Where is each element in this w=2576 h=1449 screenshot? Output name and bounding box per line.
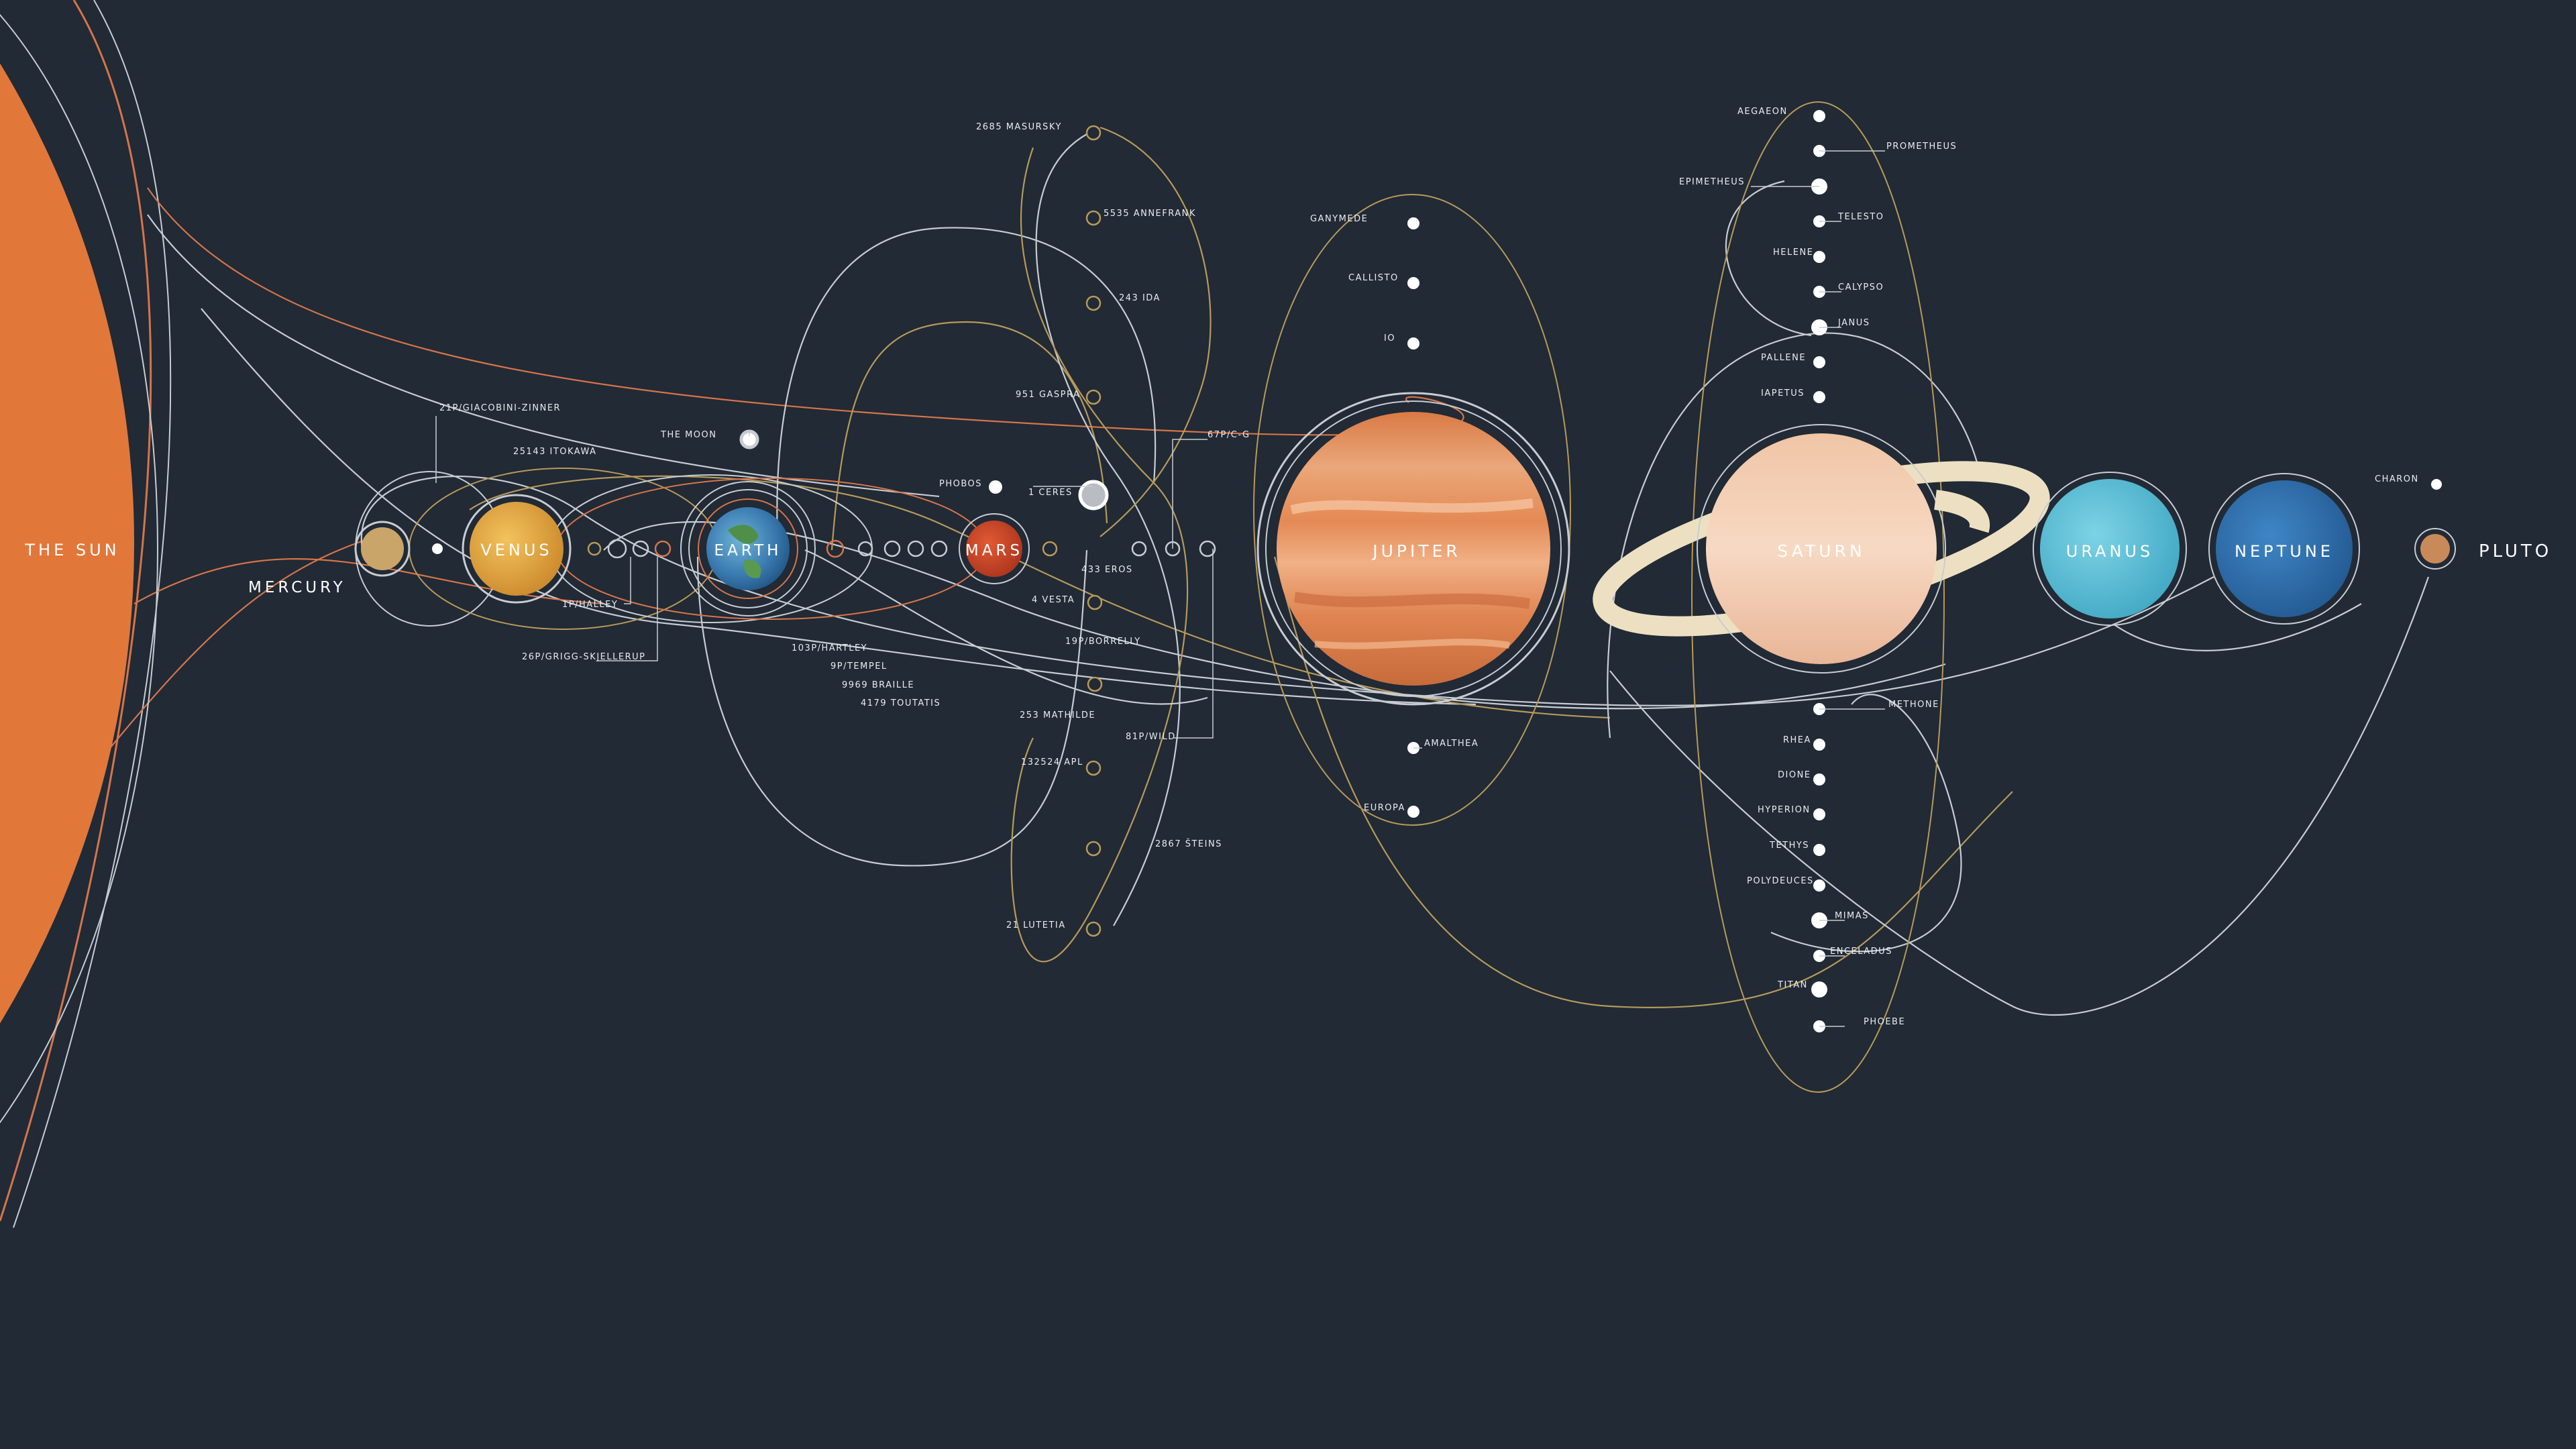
label-itokawa: 25143 ITOKAWA [513, 447, 597, 457]
planet-pluto[interactable]: PLUTO [2414, 479, 2552, 570]
label-masursky: 2685 MASURSKY [976, 122, 1062, 132]
label-charon: CHARON [2375, 474, 2419, 484]
mars-label: MARS [965, 542, 1023, 559]
label-prometheus: PROMETHEUS [1886, 142, 1957, 152]
label-braille: 9969 BRAILLE [842, 680, 914, 690]
label-apl: 132524 APL [1021, 757, 1083, 767]
label-giacobini: 21P/GIACOBINI-ZINNER [439, 403, 561, 413]
venus-label: VENUS [480, 541, 552, 559]
label-borrelly: 19P/BORRELLY [1065, 637, 1141, 647]
jupiter-label: JUPITER [1371, 541, 1461, 561]
label-telesto: TELESTO [1837, 212, 1884, 222]
label-pallene: PALLENE [1761, 353, 1806, 363]
system-ellipses [355, 101, 1945, 1093]
label-enceladus: ENCELADUS [1830, 947, 1892, 957]
label-aegaeon: AEGAEON [1737, 107, 1788, 117]
label-phobos: PHOBOS [939, 479, 982, 489]
label-halley: 1P/HALLEY [562, 600, 618, 610]
planet-mars[interactable]: MARS [959, 480, 1109, 584]
label-ida: 243 IDA [1119, 293, 1161, 303]
label-wild: 81P/WILD [1126, 732, 1176, 742]
label-titan: TITAN [1777, 980, 1808, 990]
label-annefrank: 5535 ANNEFRANK [1104, 209, 1196, 219]
label-hyperion: HYPERION [1758, 805, 1811, 815]
label-polydeuces: POLYDEUCES [1747, 876, 1814, 886]
label-gaspra: 951 GASPRA [1016, 390, 1080, 400]
label-cg: 67P/C-G [1208, 430, 1250, 440]
jupiter-moon-labels: GANYMEDE CALLISTO IO AMALTHEA EUROPA [1310, 214, 1479, 813]
asteroid-labels: 2685 MASURSKY 5535 ANNEFRANK 243 IDA 951… [976, 122, 1222, 930]
leader-lines [435, 150, 1885, 1027]
label-tempel: 9P/TEMPEL [830, 661, 888, 672]
label-amalthea: AMALTHEA [1424, 739, 1479, 749]
label-io: IO [1384, 333, 1395, 343]
label-hartley: 103P/HARTLEY [792, 643, 867, 653]
sun: THE SUN [0, 13, 158, 1124]
earth-label: EARTH [714, 542, 782, 559]
jupiter-moon-dots [1407, 217, 1419, 818]
mercury-label: MERCURY [248, 579, 346, 596]
saturn-label: SATURN [1777, 541, 1865, 561]
label-janus: JANUS [1837, 318, 1870, 328]
label-vesta: 4 VESTA [1032, 595, 1075, 605]
trajectory-lines [0, 0, 2430, 1228]
label-phoebe: PHOEBE [1864, 1017, 1905, 1027]
label-mathilde: 253 MATHILDE [1020, 710, 1095, 720]
planet-uranus[interactable]: URANUS [2033, 472, 2187, 626]
label-methone: METHONE [1888, 700, 1939, 710]
label-mimas: MIMAS [1835, 911, 1869, 921]
label-toutatis: 4179 TOUTATIS [861, 698, 941, 708]
label-dione: DIONE [1778, 770, 1811, 780]
label-lutetia: 21 LUTETIA [1006, 920, 1066, 930]
planet-neptune[interactable]: NEPTUNE [2208, 473, 2360, 625]
uranus-label: URANUS [2066, 542, 2153, 561]
neptune-label: NEPTUNE [2235, 542, 2334, 561]
label-calypso: CALYPSO [1838, 282, 1884, 292]
planet-venus[interactable]: VENUS [462, 494, 572, 604]
label-moon: THE MOON [660, 430, 716, 440]
saturn-moon-labels: AEGAEON PROMETHEUS EPIMETHEUS TELESTO HE… [1679, 107, 1957, 1027]
label-epimetheus: EPIMETHEUS [1679, 177, 1745, 187]
label-rhea: RHEA [1783, 735, 1811, 745]
inner-body-labels: 21P/GIACOBINI-ZINNER 25143 ITOKAWA THE M… [439, 403, 1250, 742]
label-helene: HELENE [1773, 248, 1813, 258]
label-grigg: 26P/GRIGG-SKJELLERUP [522, 652, 645, 662]
label-callisto: CALLISTO [1348, 273, 1399, 283]
label-ganymede: GANYMEDE [1310, 214, 1368, 224]
label-iapetus: IAPETUS [1761, 388, 1805, 398]
label-ceres: 1 CERES [1028, 488, 1073, 498]
label-europa: EUROPA [1364, 803, 1405, 813]
planet-saturn[interactable]: SATURN [1589, 424, 2053, 674]
pluto-label: PLUTO [2479, 541, 2552, 561]
label-tethys: TETHYS [1769, 841, 1809, 851]
planet-earth[interactable]: EARTH [680, 429, 816, 616]
planet-jupiter[interactable]: JUPITER [1256, 392, 1570, 706]
label-eros: 433 EROS [1081, 565, 1133, 575]
inner-small-bodies [587, 539, 1216, 559]
planet-mercury[interactable]: MERCURY [248, 521, 443, 596]
asteroid-markers [1085, 125, 1103, 937]
label-steins: 2867 ŠTEINS [1155, 839, 1222, 849]
sun-label: THE SUN [24, 541, 119, 559]
